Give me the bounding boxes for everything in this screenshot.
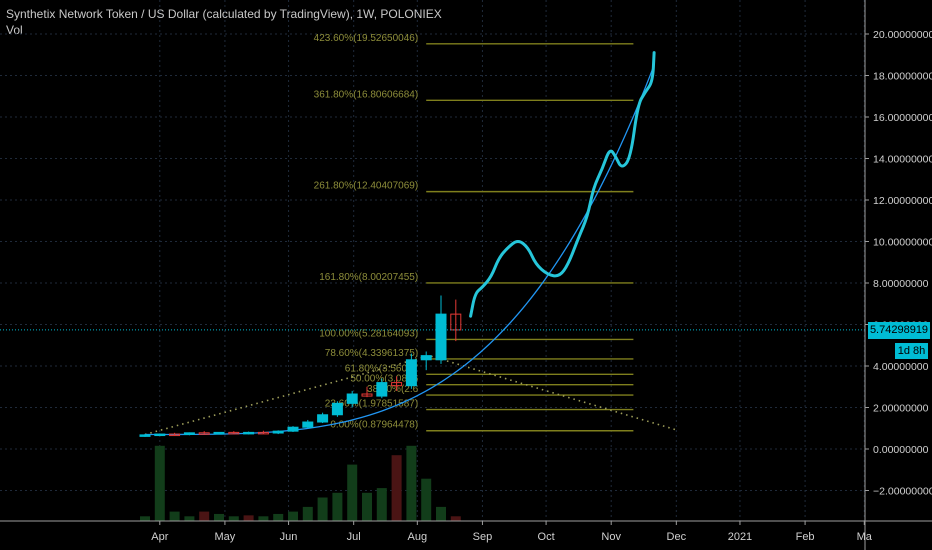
x-tick-label: Feb — [796, 531, 815, 543]
volume-bar — [332, 492, 343, 521]
volume-bar — [436, 506, 446, 521]
y-tick-label: 14.00000000 — [873, 154, 932, 166]
volume-bar — [376, 488, 387, 521]
volume-bar — [273, 513, 284, 521]
candle-body — [183, 432, 195, 435]
fib-level-label: 261.80%(12.40407069) — [314, 181, 419, 192]
y-tick-label: 8.00000000 — [873, 278, 929, 290]
candle-body — [198, 432, 210, 435]
volume-bar — [317, 497, 328, 521]
volume-bar — [347, 464, 358, 521]
candle-body — [257, 431, 269, 435]
y-tick-label: 0.00000000 — [873, 444, 929, 456]
volume-bar — [362, 492, 372, 521]
projection-path — [469, 51, 656, 318]
x-tick-label: 2021 — [728, 531, 752, 543]
y-tick-label: 20.00000000 — [873, 29, 932, 41]
x-tick-label: Apr — [151, 531, 168, 543]
candle-body — [154, 433, 166, 437]
dotted-trend-line — [144, 354, 679, 436]
candle-body — [450, 313, 462, 331]
candle-body — [361, 393, 373, 397]
fib-level-label: 0.00%(0.87964478) — [330, 420, 418, 431]
countdown-badge: 1d 8h — [895, 342, 928, 359]
fib-level-label: 361.80%(16.80606684) — [314, 89, 419, 100]
volume-bar — [169, 511, 180, 521]
fib-level-label: 78.60%(4.33961375) — [325, 348, 418, 359]
candle-body — [346, 393, 358, 404]
y-tick-label: 18.00000000 — [873, 71, 932, 83]
candle-body — [228, 431, 240, 435]
fib-level-label: 23.60%(1.97851587) — [325, 399, 418, 410]
candle-body — [331, 402, 343, 416]
fib-level-label: 61.80%(3.56007 — [345, 363, 419, 374]
y-tick-label: 2.00000000 — [873, 403, 929, 415]
candle-body — [243, 431, 255, 435]
x-tick-label: Nov — [601, 531, 621, 543]
volume-bar — [228, 516, 239, 521]
volume-bar — [288, 511, 298, 521]
candle-body — [435, 313, 447, 361]
candle-body — [317, 414, 329, 423]
candle-body — [169, 433, 181, 437]
x-tick-label: Dec — [667, 531, 687, 543]
candle-body — [420, 355, 432, 361]
volume-bar — [140, 516, 150, 521]
y-tick-label: 4.00000000 — [873, 361, 929, 373]
x-tick-label: Jul — [347, 531, 361, 543]
volume-bar — [243, 515, 254, 521]
candle-body — [272, 430, 284, 434]
y-tick-label: 10.00000000 — [873, 237, 932, 249]
volume-bar — [154, 445, 165, 521]
x-tick-label: Oct — [538, 531, 555, 543]
candle-body — [302, 421, 314, 428]
fib-level-label: 100.00%(5.28164093) — [319, 328, 418, 339]
y-tick-label: 16.00000000 — [873, 112, 932, 124]
volume-bar — [214, 513, 224, 521]
symbol-title: Synthetix Network Token / US Dollar (cal… — [6, 7, 442, 21]
y-tick-label: −2.00000000 — [873, 486, 932, 498]
fib-level-label: 50.00%(3.0806 — [350, 374, 418, 385]
volume-bar — [450, 516, 461, 521]
x-tick-label: Jun — [280, 531, 298, 543]
volume-bar — [258, 516, 269, 521]
fib-level-label: 38.20%(2.6 — [367, 384, 419, 395]
x-tick-label: Sep — [473, 531, 493, 543]
candle-body — [391, 382, 403, 387]
y-tick-label: 12.00000000 — [873, 195, 932, 207]
volume-bar — [391, 455, 402, 521]
current-price-badge: 5.74298919 — [868, 321, 930, 339]
candle-body — [405, 359, 417, 387]
fib-level-label: 161.80%(8.00207455) — [319, 272, 418, 283]
candle-body — [213, 431, 225, 435]
volume-bar — [199, 511, 210, 521]
volume-bar — [406, 445, 417, 521]
chart-header: Synthetix Network Token / US Dollar (cal… — [6, 6, 442, 38]
fib-level-label: 423.60%(19.52650046) — [314, 33, 419, 44]
volume-bar — [302, 506, 313, 521]
volume-bar — [184, 516, 195, 521]
x-tick-label: Aug — [408, 531, 428, 543]
candle-body — [287, 426, 299, 432]
candle-body — [376, 382, 388, 397]
volume-bar — [421, 478, 432, 521]
x-tick-label: Ma — [857, 531, 873, 543]
x-tick-label: May — [215, 531, 236, 543]
candle-body — [139, 434, 151, 437]
